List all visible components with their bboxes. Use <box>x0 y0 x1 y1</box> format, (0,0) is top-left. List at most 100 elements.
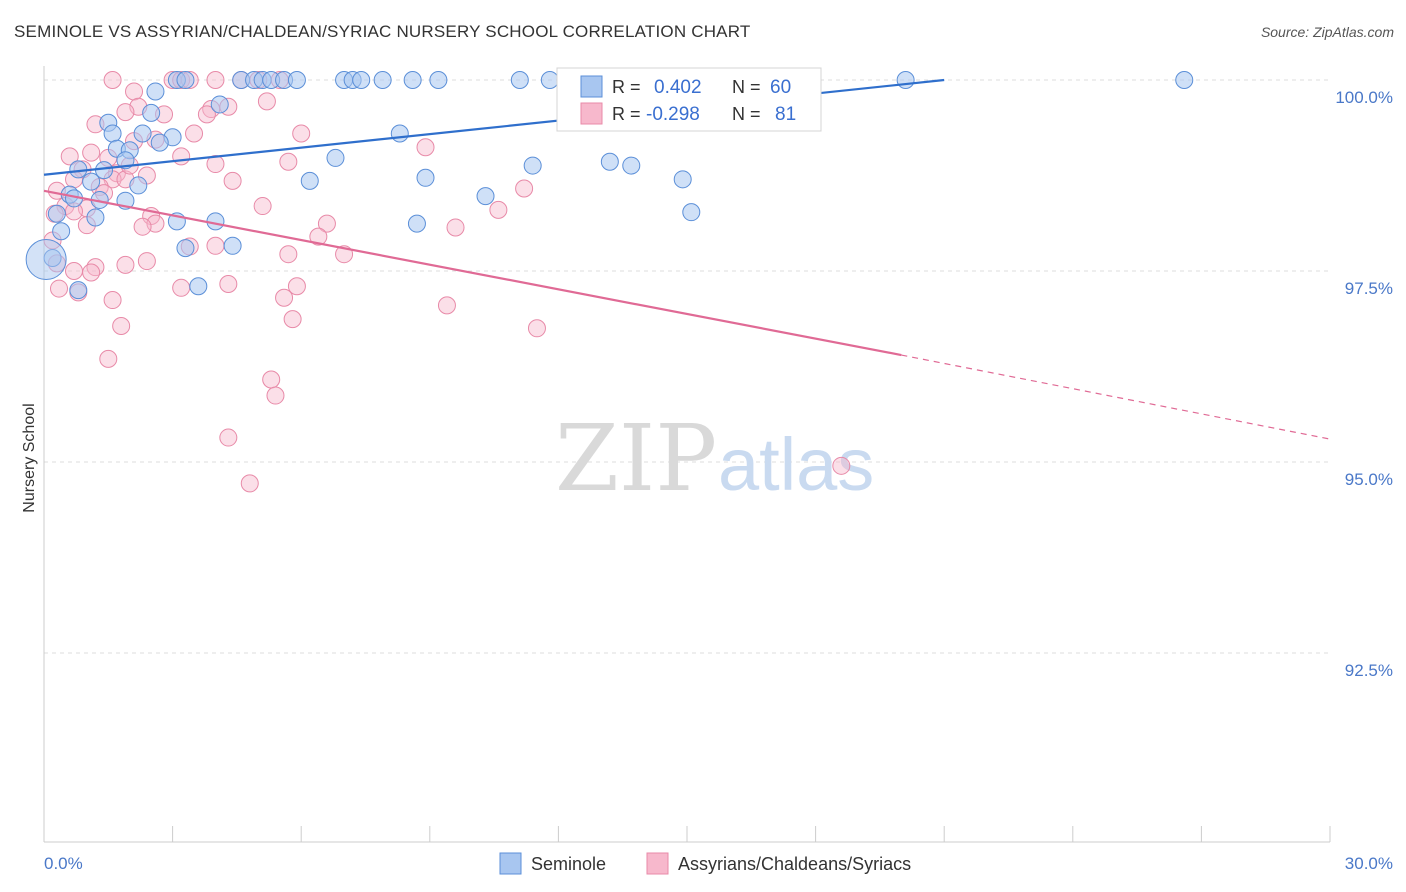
pink-point-50 <box>446 218 465 237</box>
pink-point-9 <box>257 92 276 111</box>
legend-swatch-blue <box>580 75 603 98</box>
watermark-zip: ZIP <box>555 405 717 512</box>
y-tick-label-3: 92.5% <box>1345 661 1393 680</box>
pink-point-58 <box>116 255 135 274</box>
x-tick-label-1: 30.0% <box>1345 854 1393 873</box>
blue-point-25 <box>133 124 152 143</box>
blue-point-54 <box>52 222 71 241</box>
pink-point-71 <box>112 317 131 336</box>
legend-r-label-2: R = <box>612 104 641 124</box>
blue-point-26 <box>390 124 409 143</box>
blue-point-56 <box>223 236 242 255</box>
legend: R = 0.402 N = 60 R = -0.298 N = 81 <box>556 67 822 132</box>
pink-point-64 <box>172 278 191 297</box>
blue-point-31 <box>116 151 135 170</box>
pink-point-69 <box>437 296 456 315</box>
pink-point-25 <box>172 147 191 166</box>
y-tick-label-2: 95.0% <box>1345 470 1393 489</box>
axes <box>43 66 1331 843</box>
pink-point-47 <box>317 214 336 233</box>
blue-point-cluster <box>25 239 67 281</box>
pink-point-76 <box>219 428 238 447</box>
y-tick-labels: 100.0% 97.5% 95.0% 92.5% <box>1335 88 1393 680</box>
pink-point-67 <box>103 291 122 310</box>
blue-point-12 <box>403 71 422 89</box>
blue-point-38 <box>82 172 101 191</box>
trend-lines <box>43 78 1331 440</box>
blue-point-34 <box>600 152 619 171</box>
blue-point-20 <box>146 82 165 101</box>
pink-point-70 <box>283 310 302 329</box>
blue-point-30 <box>150 133 169 152</box>
bottom-legend-seminole: Seminole <box>531 854 606 874</box>
x-tick-labels: 0.0% 30.0% <box>44 854 1393 873</box>
bottom-legend-assyrian: Assyrians/Chaldeans/Syriacs <box>678 854 911 874</box>
blue-point-47 <box>476 187 495 206</box>
legend-n-label-2: N = <box>732 104 761 124</box>
pink-point-36 <box>515 179 534 198</box>
pink-point-8 <box>125 82 144 101</box>
blue-point-7 <box>287 71 306 89</box>
pink-point-40 <box>253 197 272 216</box>
pink-point-4 <box>206 71 225 89</box>
watermark: ZIP atlas <box>555 405 874 512</box>
blue-point-14 <box>510 71 529 89</box>
blue-point-59 <box>189 277 208 296</box>
source-credit: Source: ZipAtlas.com <box>1260 24 1394 40</box>
blue-point-33 <box>523 156 542 175</box>
pink-point-55 <box>137 252 156 271</box>
pink-point-52 <box>206 236 225 255</box>
grid-lines <box>44 79 1330 654</box>
legend-r-value-1: 0.402 <box>654 77 702 98</box>
pink-point-60 <box>65 262 84 280</box>
pink-point-75 <box>266 386 285 405</box>
pink-point-15 <box>197 105 216 124</box>
blue-point-15 <box>540 71 559 89</box>
blue-point-42 <box>673 170 692 189</box>
blue-point-18 <box>896 71 915 89</box>
legend-r-value-2: -0.298 <box>646 104 700 125</box>
blue-point-32 <box>326 148 345 167</box>
legend-n-label-1: N = <box>732 77 761 97</box>
pink-point-68 <box>275 288 294 307</box>
blue-point-49 <box>47 204 66 223</box>
pink-point-78 <box>832 456 851 475</box>
bottom-legend: Seminole Assyrians/Chaldeans/Syriacs <box>499 852 911 875</box>
pink-point-51 <box>309 227 328 246</box>
blue-point-1 <box>176 71 195 89</box>
y-tick-label-0: 100.0% <box>1335 88 1393 107</box>
pink-point-56 <box>279 245 298 264</box>
blue-point-10 <box>352 71 371 89</box>
blue-point-50 <box>86 208 105 227</box>
pink-point-34 <box>223 171 242 190</box>
chart-title: SEMINOLE VS ASSYRIAN/CHALDEAN/SYRIAC NUR… <box>14 22 751 41</box>
trend-line-assyrian <box>43 189 902 357</box>
bottom-legend-swatch-seminole <box>499 852 522 875</box>
blue-point-58 <box>69 281 88 300</box>
blue-point-39 <box>129 176 148 195</box>
blue-point-41 <box>416 168 435 187</box>
pink-point-17 <box>185 124 204 143</box>
series-blue-points <box>25 71 1194 300</box>
trend-line-assyrian-dashed <box>901 354 1331 440</box>
pink-point-74 <box>262 370 281 389</box>
pink-point-26 <box>206 155 225 174</box>
pink-point-77 <box>240 474 259 493</box>
blue-point-11 <box>373 71 392 89</box>
pink-point-13 <box>116 103 135 122</box>
pink-point-66 <box>287 277 306 296</box>
legend-n-value-1: 60 <box>770 77 791 98</box>
blue-point-13 <box>429 71 448 89</box>
pink-point-18 <box>292 124 311 143</box>
pink-point-61 <box>82 263 101 282</box>
blue-point-19 <box>1175 71 1194 89</box>
blue-point-53 <box>407 214 426 233</box>
pink-point-72 <box>527 319 546 338</box>
pink-point-22 <box>82 143 101 162</box>
legend-swatch-pink <box>580 102 603 125</box>
pink-point-62 <box>50 279 69 298</box>
pink-point-0 <box>103 71 122 89</box>
pink-point-45 <box>489 200 508 219</box>
blue-point-52 <box>206 212 225 231</box>
